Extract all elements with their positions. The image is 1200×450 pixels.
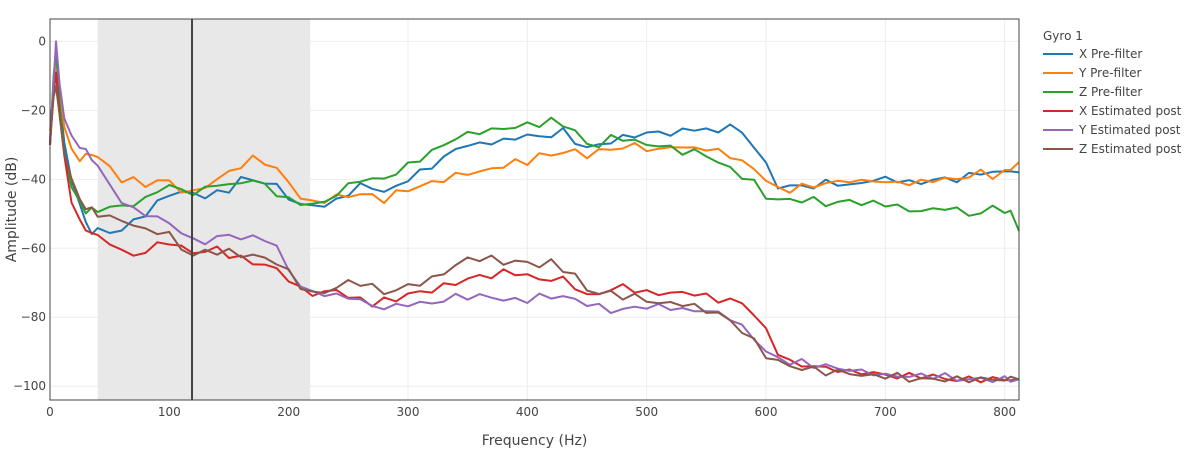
highlight-region (97, 19, 311, 400)
y-tick-label: −60 (21, 241, 46, 255)
x-tick-label: 0 (46, 405, 54, 419)
legend-title: Gyro 1 (1043, 29, 1083, 43)
x-tick-label: 500 (635, 405, 658, 419)
y-tick-label: 0 (38, 34, 46, 48)
y-tick-label: −40 (21, 172, 46, 186)
x-tick-label: 400 (516, 405, 539, 419)
legend-label[interactable]: X Estimated post (1079, 104, 1182, 118)
x-tick-label: 600 (755, 405, 778, 419)
legend-label[interactable]: Z Pre-filter (1079, 85, 1142, 99)
series-line-6 (49, 85, 1020, 384)
x-axis-title: Frequency (Hz) (482, 433, 588, 449)
x-tick-label: 800 (993, 405, 1016, 419)
plot-lines (49, 40, 1020, 384)
x-tick-label: 100 (158, 405, 181, 419)
y-axis-ticks: 0 −20 −40 −60 −80 −100 (13, 34, 46, 393)
legend-label[interactable]: Y Estimated post (1078, 123, 1181, 137)
series-line-4 (49, 71, 1020, 384)
series-line-3 (49, 50, 1020, 232)
legend[interactable]: Gyro 1 X Pre-filter Y Pre-filter Z Pre-fil… (1043, 29, 1182, 156)
y-tick-label: −80 (21, 310, 46, 324)
x-tick-label: 300 (397, 405, 420, 419)
legend-label[interactable]: Z Estimated post (1079, 142, 1182, 156)
plot-frame (49, 18, 1020, 401)
x-axis-ticks: 0 100 200 300 400 500 600 700 800 (46, 405, 1016, 419)
x-tick-label: 700 (874, 405, 897, 419)
y-axis-title: Amplitude (dB) (4, 157, 20, 263)
legend-label[interactable]: X Pre-filter (1079, 47, 1142, 61)
y-tick-label: −100 (13, 379, 46, 393)
highlight-band (97, 19, 311, 400)
legend-label[interactable]: Y Pre-filter (1078, 66, 1142, 80)
series-line-5 (49, 40, 1020, 384)
series-line-1 (49, 50, 1020, 236)
y-tick-label: −20 (21, 103, 46, 117)
series-line-2 (49, 50, 1020, 205)
legend-items[interactable]: X Pre-filter Y Pre-filter Z Pre-filter X Es… (1043, 47, 1182, 156)
x-tick-label: 200 (277, 405, 300, 419)
